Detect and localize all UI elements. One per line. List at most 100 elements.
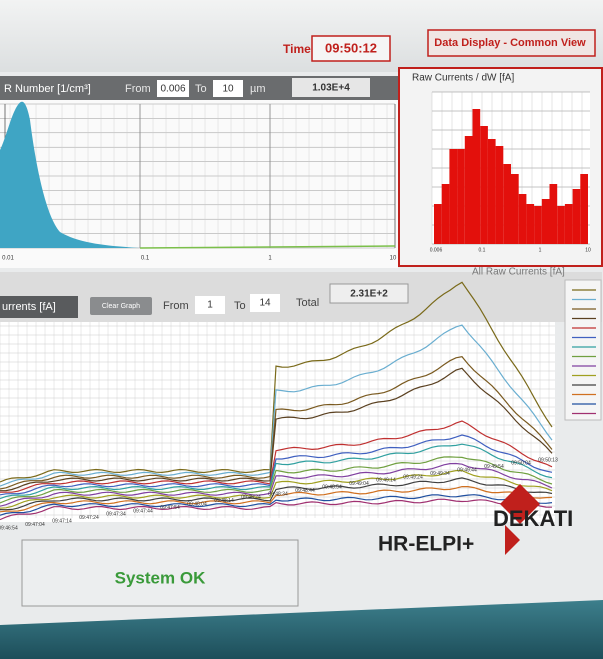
- x-label: 09:47:44: [133, 508, 153, 514]
- x-label: 0.1: [479, 247, 486, 253]
- view-dropdown-text[interactable]: Data Display - Common View: [434, 37, 586, 49]
- bar: [526, 204, 535, 244]
- current-curve: [0, 420, 553, 493]
- bar: [580, 174, 588, 244]
- current-curve: [0, 367, 553, 492]
- c-to-input[interactable]: [250, 294, 280, 312]
- unit-label: µm: [250, 83, 266, 95]
- x-label: 0.01: [2, 256, 14, 262]
- x-label: 09:50:13: [538, 457, 558, 463]
- c-to-label: To: [234, 300, 246, 312]
- product-name: HR-ELPI+: [378, 533, 474, 556]
- x-label: 09:48:04: [187, 502, 207, 508]
- from-value[interactable]: 0.006: [160, 84, 185, 95]
- c-total-label: Total: [296, 297, 319, 309]
- number-grid: 0.01 0.1 1 10: [0, 103, 397, 262]
- bar: [487, 139, 496, 244]
- x-label: 09:47:14: [52, 519, 72, 525]
- x-label: 09:49:54: [484, 464, 504, 470]
- bar: [472, 109, 481, 244]
- raw-bars: [434, 109, 588, 244]
- current-curve: [0, 324, 553, 487]
- x-label: 09:49:34: [430, 471, 450, 477]
- x-label: 0.1: [141, 256, 150, 262]
- x-label: 09:50:04: [511, 461, 531, 467]
- bar: [572, 189, 581, 244]
- channel-selector[interactable]: [0, 296, 78, 318]
- current-curve: [0, 494, 553, 516]
- x-label: 09:49:44: [457, 468, 477, 474]
- bar: [434, 204, 442, 244]
- from-label: From: [125, 83, 151, 95]
- x-label: 09:47:24: [79, 515, 99, 521]
- current-curve: [0, 356, 553, 490]
- x-label: 0.006: [430, 247, 443, 253]
- x-label: 09:47:54: [160, 505, 180, 511]
- time-box: [311, 35, 391, 62]
- current-curve: [0, 443, 553, 500]
- view-dropdown[interactable]: [427, 29, 596, 57]
- to-input[interactable]: [213, 80, 243, 97]
- to-label: To: [195, 83, 207, 95]
- x-label: 09:48:14: [214, 498, 234, 504]
- x-label: 1: [539, 247, 542, 253]
- bar: [557, 206, 565, 244]
- bar: [441, 184, 450, 244]
- legend-strip: [564, 279, 602, 421]
- bar: [464, 136, 473, 244]
- c-total: 2.31E+2: [350, 289, 388, 300]
- bar: [549, 184, 558, 244]
- current-curve: [0, 477, 553, 511]
- logo-diamond: [500, 484, 540, 524]
- status-text: System OK: [115, 568, 206, 587]
- number-total-box: [292, 78, 370, 97]
- bar: [457, 149, 465, 244]
- x-label: 09:49:24: [403, 474, 423, 480]
- x-label: 09:47:34: [106, 512, 126, 518]
- current-curve: [0, 462, 553, 507]
- status-box: [21, 539, 299, 607]
- legend-items: [572, 289, 596, 415]
- bar: [541, 199, 550, 244]
- from-input[interactable]: [157, 80, 189, 97]
- x-label: 09:48:34: [268, 491, 288, 497]
- raw-panel-title: Raw Currents / dW [fA]: [412, 73, 514, 84]
- current-curve: [0, 281, 553, 483]
- bar: [534, 206, 542, 244]
- c-from-value[interactable]: 1: [207, 300, 213, 311]
- c-from-input[interactable]: [195, 296, 225, 314]
- currents-title: All Raw Currents [fA]: [472, 267, 565, 278]
- clear-graph-button[interactable]: [90, 297, 152, 315]
- current-curve: [0, 456, 553, 504]
- x-label: 09:48:44: [295, 488, 315, 494]
- bar: [518, 194, 527, 244]
- x-label: 09:47:04: [25, 522, 45, 528]
- number-distribution: [0, 101, 395, 248]
- x-label: 09:48:24: [241, 495, 261, 501]
- c-to-value[interactable]: 14: [259, 298, 271, 309]
- current-curves: [0, 281, 553, 521]
- current-curve: [0, 486, 553, 513]
- x-label: 10: [585, 247, 591, 253]
- number-total: 1.03E+4: [312, 83, 350, 94]
- x-label: 10: [390, 256, 397, 262]
- x-label: 09:48:54: [322, 485, 342, 491]
- channel-selector-text[interactable]: urrents [fA]: [2, 301, 56, 313]
- x-label: 09:49:04: [349, 481, 369, 487]
- time-label: Time: [283, 42, 311, 56]
- bar: [511, 174, 519, 244]
- bar: [480, 126, 488, 244]
- x-label: 09:49:14: [376, 478, 396, 484]
- time-value: 09:50:12: [325, 40, 377, 55]
- c-total-box: [329, 283, 409, 304]
- bar: [564, 204, 573, 244]
- current-curve: [0, 470, 553, 509]
- c-from-label: From: [163, 300, 189, 312]
- currents-x-labels: 09:46:54 09:47:04 09:47:14 09:47:24 09:47:34…: [0, 457, 558, 531]
- currents-grid: [0, 322, 555, 518]
- logo-shape: [505, 525, 520, 555]
- to-value[interactable]: 10: [222, 84, 234, 95]
- monitor-bezel: [0, 600, 603, 659]
- clear-graph-label[interactable]: Clear Graph: [102, 303, 140, 310]
